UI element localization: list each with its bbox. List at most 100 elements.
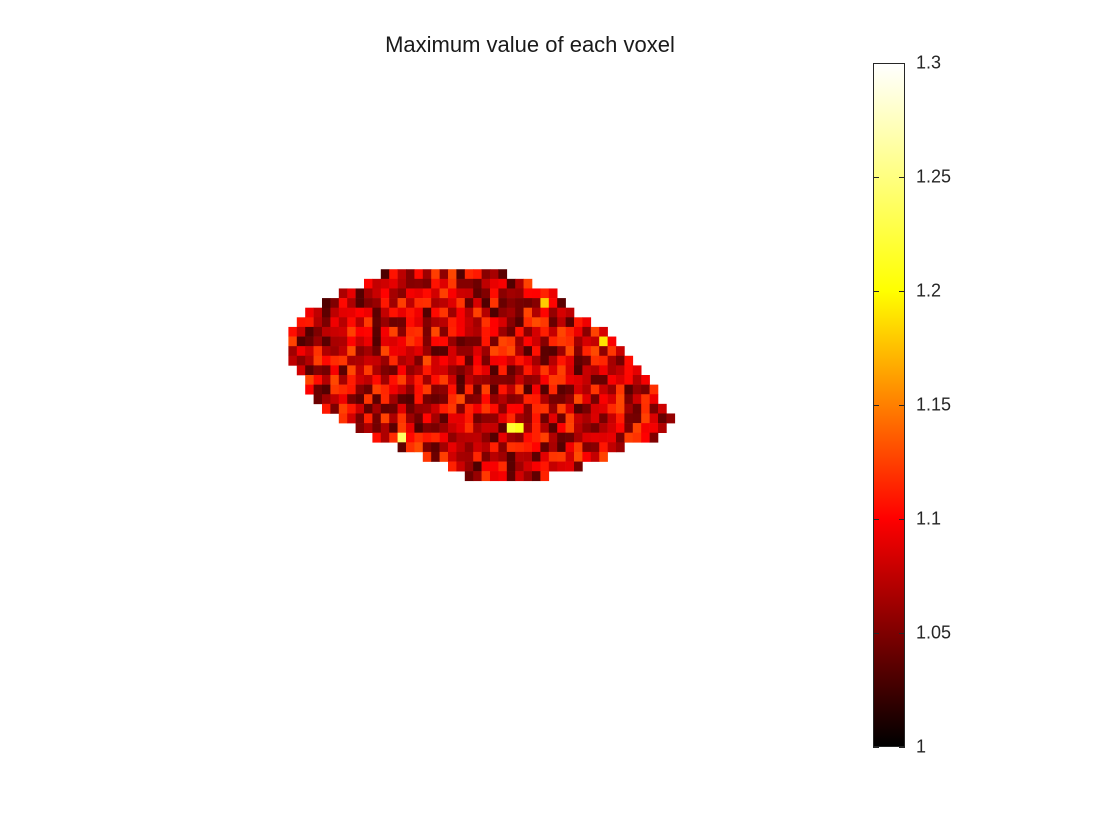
heatmap-cell [397,394,407,405]
heatmap-cell [557,298,566,308]
heatmap-cell [464,403,474,414]
heatmap-cell [616,432,625,443]
heatmap-cell [322,394,331,405]
heatmap-cell [305,336,314,347]
heatmap-cell [481,403,491,414]
heatmap-cell [464,346,474,357]
heatmap-cell [557,413,566,424]
heatmap-cell [523,403,533,414]
heatmap-cell [347,288,356,299]
heatmap-cell [347,413,356,424]
heatmap-cell [338,317,348,328]
heatmap-cell [313,326,323,337]
heatmap-cell [490,394,499,405]
heatmap-cell [616,365,625,376]
heatmap-cell [490,269,499,280]
heatmap-cell [364,307,373,318]
heatmap-cell [431,326,440,337]
heatmap-cell [515,413,524,424]
heatmap-cell [490,432,499,443]
heatmap-cell [456,307,466,318]
heatmap-cell [616,442,625,453]
heatmap-cell [557,384,566,395]
heatmap-cell [364,346,373,357]
colorbar-tick-label: 1.3 [916,52,942,73]
heatmap-cell [607,336,617,347]
heatmap [288,269,676,482]
heatmap-cell [355,375,365,385]
heatmap-cell [548,346,558,357]
heatmap-cell [641,432,650,443]
heatmap-cell [296,365,306,376]
heatmap-cell [515,365,524,376]
heatmap-cell [473,384,482,395]
heatmap-cell [372,278,382,289]
heatmap-cell [355,317,365,328]
heatmap-cell [464,298,474,308]
heatmap-cell [473,451,482,462]
heatmap-cell [515,346,524,357]
heatmap-cell [481,442,491,453]
heatmap-cell [490,317,499,328]
heatmap-cell [599,442,608,453]
colorbar-tick-mark [899,63,905,64]
heatmap-cell [490,451,499,462]
heatmap-cell [481,365,491,376]
heatmap-cell [431,288,440,299]
heatmap-cell [313,384,323,395]
heatmap-cell [397,317,407,328]
heatmap-cell [422,442,432,453]
heatmap-cell [464,317,474,328]
heatmap-cell [658,403,667,414]
heatmap-cell [498,278,508,289]
heatmap-cell [355,288,365,299]
heatmap-cell [406,355,415,366]
heatmap-cell [296,317,306,328]
heatmap-cell [296,346,306,357]
heatmap-cell [649,384,659,395]
heatmap-cell [380,346,390,357]
heatmap-cell [448,413,457,424]
heatmap-cell [557,442,566,453]
heatmap-cell [288,355,298,366]
heatmap-cell [548,317,558,328]
heatmap-cell [439,346,449,357]
heatmap-cell [406,394,415,405]
heatmap-cell [490,355,499,366]
heatmap-cell [456,317,466,328]
heatmap-cell [506,403,516,414]
heatmap-cell [456,278,466,289]
heatmap-cell [397,403,407,414]
heatmap-cell [532,394,541,405]
heatmap-cell [607,375,617,385]
heatmap-cell [532,365,541,376]
heatmap-cell [389,317,398,328]
heatmap-cell [582,365,592,376]
heatmap-cell [288,346,298,357]
heatmap-cell [338,336,348,347]
heatmap-cell [439,451,449,462]
heatmap-cell [590,432,600,443]
heatmap-cell [532,451,541,462]
heatmap-cell [565,423,575,433]
heatmap-cell [481,423,491,433]
heatmap-cell [397,336,407,347]
heatmap-cell [364,384,373,395]
heatmap-cell [506,355,516,366]
heatmap-cell [338,375,348,385]
heatmap-cell [448,403,457,414]
heatmap-cell [414,336,424,347]
heatmap-cell [515,471,524,482]
heatmap-cell [557,451,566,462]
heatmap-cell [548,403,558,414]
heatmap-cell [557,375,566,385]
heatmap-cell [448,288,457,299]
heatmap-cell [490,326,499,337]
heatmap-cell [574,317,583,328]
heatmap-cell [439,432,449,443]
heatmap-cell [506,394,516,405]
heatmap-cell [439,413,449,424]
heatmap-cell [322,317,331,328]
heatmap-cell [515,461,524,472]
heatmap-cell [649,432,659,443]
